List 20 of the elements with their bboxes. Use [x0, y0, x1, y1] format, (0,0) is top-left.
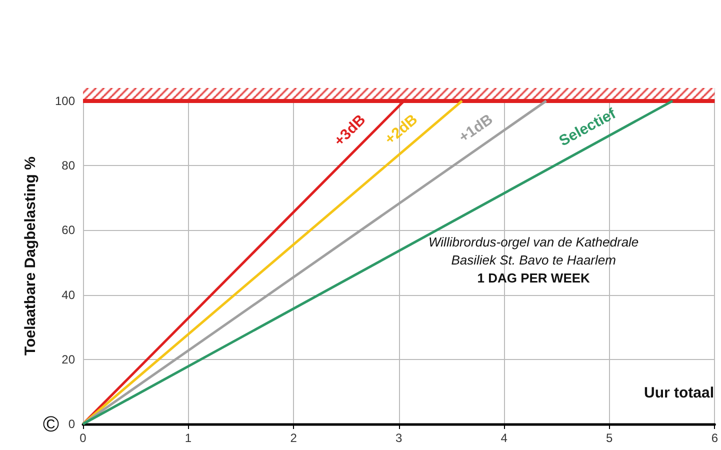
- x-axis-title: Uur totaal: [644, 384, 714, 402]
- y-tick-label: 60: [62, 223, 76, 238]
- annotation: Basiliek St. Bavo te Haarlem: [451, 252, 616, 268]
- x-tick-label: 1: [184, 431, 192, 445]
- y-tick-label: 100: [54, 94, 76, 108]
- text: +1dB: [456, 110, 496, 146]
- x-tick-label: 4: [500, 431, 508, 445]
- y-tick-label: 80: [62, 158, 76, 173]
- annotation: 1 DAG PER WEEK: [477, 270, 591, 286]
- x-tick-label: 6: [711, 431, 718, 445]
- y-tick-label: 0: [68, 417, 76, 431]
- annotation: Willibrordus-orgel van de Kathedrale: [428, 234, 639, 250]
- text: ©: [42, 412, 60, 436]
- x-tick-label: 2: [290, 431, 298, 445]
- x-tick-label: 3: [395, 431, 402, 445]
- y-tick-label: 40: [62, 288, 76, 302]
- x-tick-label: 0: [80, 431, 87, 445]
- x-tick-label: 5: [606, 431, 614, 445]
- y-axis-title: Toelaatbare Dagbelasting %: [22, 156, 39, 356]
- y-tick-label: 20: [62, 352, 76, 366]
